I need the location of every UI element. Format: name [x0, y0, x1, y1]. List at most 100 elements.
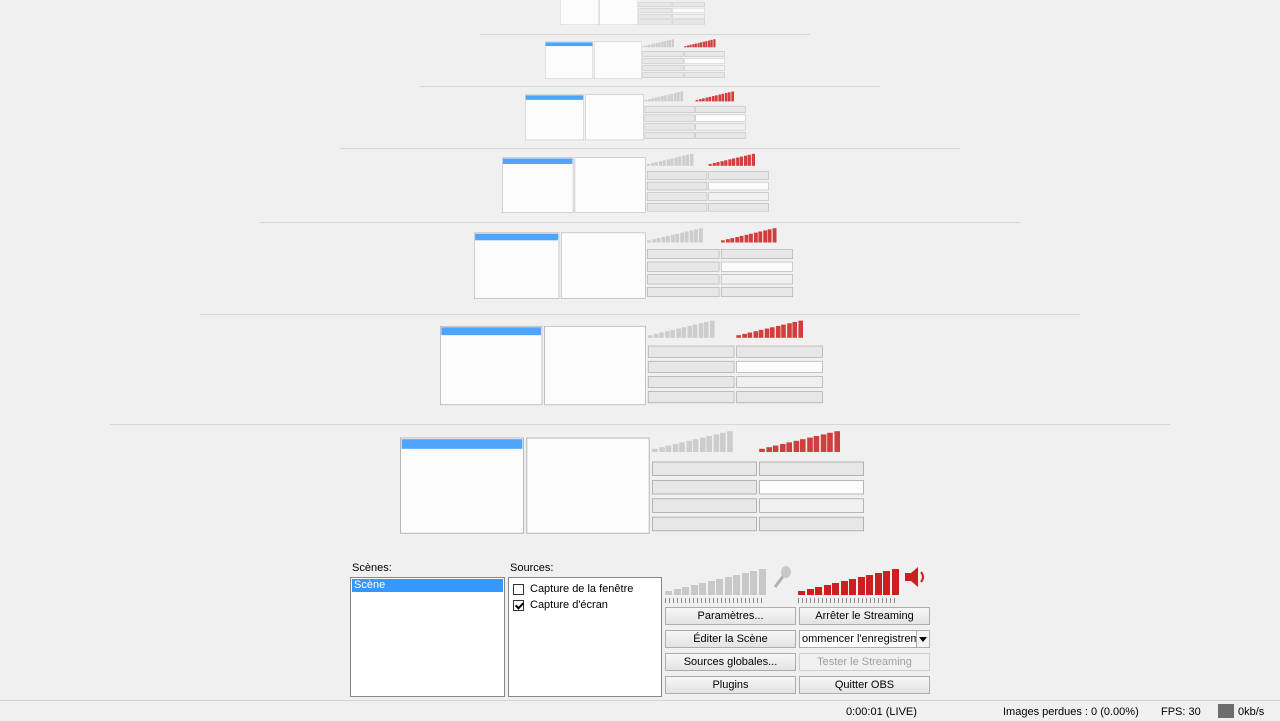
echo-meter-bar: [686, 154, 690, 166]
echo-meter-bar: [713, 39, 716, 48]
echo-selection: [545, 42, 593, 47]
scenes-label: Scènes:: [352, 562, 392, 574]
echo-block: [647, 360, 735, 373]
desktop-meter-bar: [798, 591, 805, 595]
echo-block: [400, 437, 524, 534]
echo-divider: [480, 34, 810, 35]
desktop-meter-bar: [806, 589, 814, 595]
speaker-icon[interactable]: [903, 566, 927, 588]
echo-meter-bar: [712, 163, 716, 166]
fps-readout: FPS: 30: [1161, 706, 1201, 718]
echo-meter-bar: [670, 234, 675, 243]
echo-meter-bar: [654, 162, 658, 166]
status-bar: 0:00:01 (LIVE) Images perdues : 0 (0.00%…: [0, 700, 1280, 721]
echo-block: [720, 261, 793, 272]
echo-meter-bar: [772, 445, 779, 452]
echo-window: [400, 428, 880, 548]
echo-block: [708, 181, 769, 191]
scenes-list[interactable]: Scène: [350, 577, 505, 697]
echo-meter-bar: [694, 229, 698, 243]
echo-selection: [401, 439, 523, 449]
echo-meter-bar: [659, 332, 664, 338]
desktop-meter-bar: [815, 587, 822, 595]
echo-meter-bar: [652, 448, 658, 452]
echo-meter-bar: [731, 91, 734, 102]
echo-meter-bar: [724, 160, 728, 166]
echo-meter-bar: [645, 45, 648, 48]
exit-obs-button[interactable]: Quitter OBS: [799, 676, 930, 694]
echo-block: [672, 14, 705, 19]
echo-block: [736, 360, 823, 373]
mic-meter-bar: [665, 591, 672, 595]
echo-window: [440, 318, 836, 417]
echo-selection: [441, 327, 541, 336]
echo-block: [672, 19, 705, 25]
echo-block: [652, 516, 757, 532]
echo-meter-bar: [698, 228, 703, 243]
microphone-icon[interactable]: [771, 565, 793, 589]
echo-block: [695, 105, 746, 113]
echo-block: [642, 72, 684, 78]
record-combo[interactable]: ommencer l'enregistremer: [799, 630, 930, 648]
echo-block: [644, 114, 695, 122]
global-sources-button[interactable]: Sources globales...: [665, 653, 796, 671]
echo-block: [644, 123, 695, 131]
echo-block: [644, 105, 695, 113]
echo-divider: [340, 148, 960, 149]
echo-meter-bar: [680, 91, 683, 102]
echo-meter-bar: [644, 99, 648, 102]
desktop-meter-bar: [883, 571, 890, 595]
echo-block: [646, 171, 708, 180]
echo-meter-bar: [662, 160, 666, 166]
echo-meter-bar: [686, 45, 689, 48]
echo-meter-bar: [772, 228, 777, 243]
echo-block: [593, 41, 642, 79]
source-item-window-capture[interactable]: Capture de la fenêtre: [513, 581, 633, 597]
mic-meter-bar: [699, 583, 706, 595]
echo-meter-bar: [763, 230, 767, 243]
echo-selection: [525, 95, 584, 100]
echo-meter-bar: [793, 440, 799, 452]
sources-list[interactable]: Capture de la fenêtre Capture d'écran: [508, 577, 662, 697]
echo-meter-bar: [720, 432, 726, 452]
echo-meter-bar: [704, 321, 709, 338]
echo-meter-bar: [708, 163, 712, 166]
echo-meter-bar: [654, 97, 658, 102]
edit-scene-button[interactable]: Éditer la Scène: [665, 630, 796, 648]
echo-meter-bar: [707, 40, 711, 48]
mic-meter-bar: [724, 577, 732, 595]
echo-meter-bar: [813, 436, 820, 452]
echo-block: [647, 345, 735, 358]
source-checkbox[interactable]: [513, 583, 524, 595]
echo-meter-bar: [725, 239, 730, 243]
echo-window: [525, 90, 753, 147]
echo-block: [638, 2, 672, 7]
echo-meter-bar: [747, 154, 751, 166]
stop-streaming-button[interactable]: Arrêter le Streaming: [799, 607, 930, 625]
mic-volume-meter[interactable]: [665, 565, 795, 605]
echo-meter-bar: [697, 42, 700, 48]
echo-meter-bar: [689, 230, 694, 243]
echo-meter-bar: [747, 332, 753, 338]
mic-meter-bar: [741, 573, 749, 595]
plugins-button[interactable]: Plugins: [665, 676, 796, 694]
echo-block: [720, 287, 793, 297]
echo-divider: [260, 222, 1020, 223]
echo-meter-bar: [651, 239, 656, 243]
echo-block: [652, 498, 757, 513]
echo-meter-bar: [669, 39, 672, 48]
echo-meter-bar: [820, 434, 826, 452]
source-checkbox-checked[interactable]: [513, 599, 524, 611]
echo-meter-bar: [670, 329, 675, 338]
desktop-volume-meter[interactable]: [798, 565, 933, 605]
chevron-down-icon[interactable]: [916, 631, 929, 647]
echo-block: [720, 249, 793, 259]
echo-meter-bar: [739, 156, 744, 166]
source-label: Capture d'écran: [530, 599, 608, 611]
echo-block: [585, 94, 644, 141]
settings-button[interactable]: Paramètres...: [665, 607, 796, 625]
echo-block: [545, 41, 594, 79]
echo-block: [652, 461, 757, 476]
source-item-screen-capture[interactable]: Capture d'écran: [513, 597, 608, 613]
scene-item[interactable]: Scène: [352, 579, 503, 592]
